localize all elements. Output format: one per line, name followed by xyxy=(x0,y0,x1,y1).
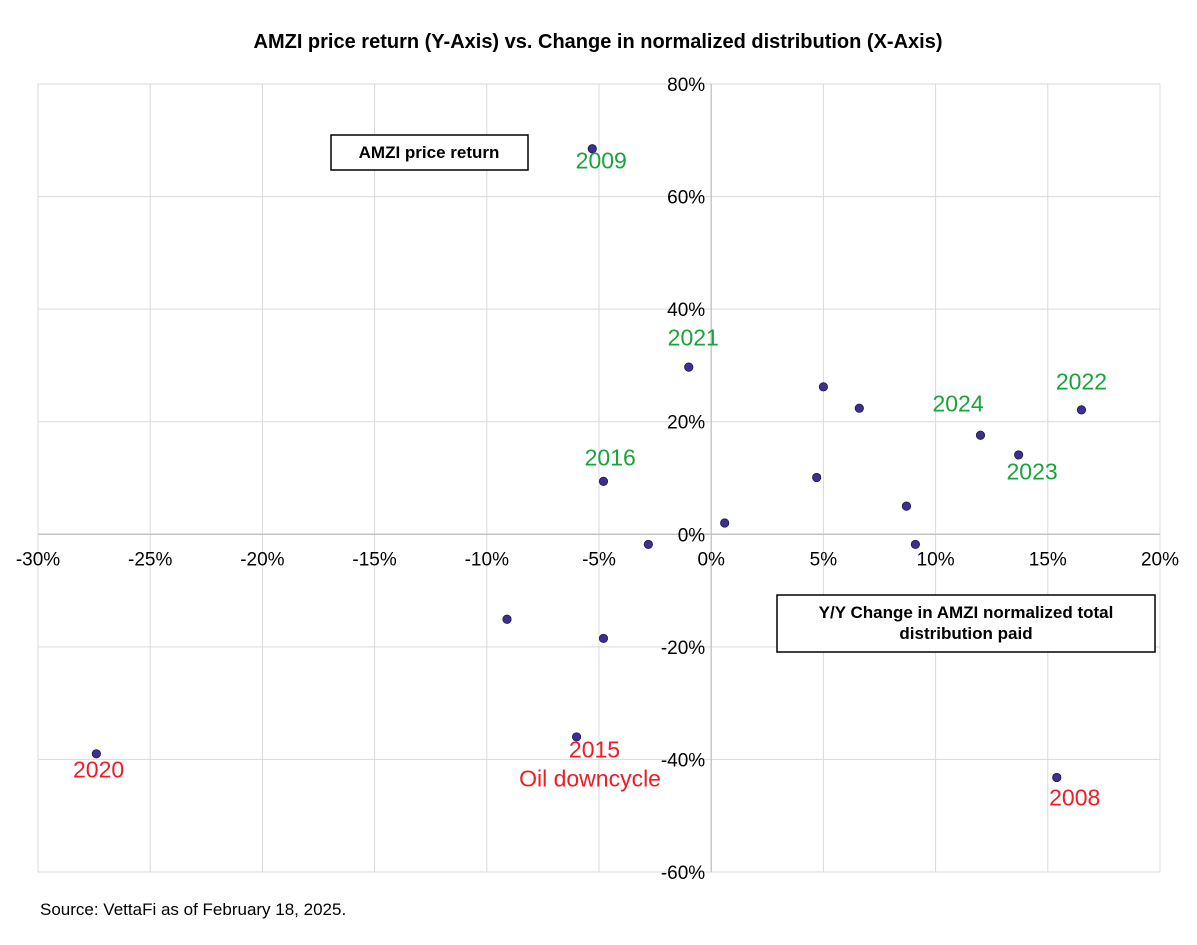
data-point xyxy=(818,382,829,392)
x-tick-label: 15% xyxy=(1029,549,1067,570)
annotation-label: 2021 xyxy=(668,325,719,351)
y-tick-label: 40% xyxy=(667,300,705,321)
annotation-label: Oil downcycle xyxy=(519,765,661,791)
annotation-label: 2016 xyxy=(585,445,636,471)
data-point xyxy=(854,403,864,413)
x-tick-label: 10% xyxy=(917,549,955,570)
x-tick-label: 20% xyxy=(1141,549,1179,570)
data-point xyxy=(587,144,597,154)
data-points xyxy=(91,144,1087,783)
data-point xyxy=(812,472,822,483)
data-point xyxy=(975,430,986,440)
data-point xyxy=(571,732,582,742)
y-tick-label: -60% xyxy=(661,863,705,884)
y-axis-label-box: AMZI price return xyxy=(330,134,529,171)
data-point xyxy=(1014,450,1024,460)
annotation-label: 2022 xyxy=(1056,369,1107,395)
x-tick-label: 5% xyxy=(810,549,838,570)
y-tick-labels: -60% -40% -20% 0% 20% 40% 60% 80% xyxy=(661,75,705,884)
data-point xyxy=(91,749,101,759)
x-tick-label: -10% xyxy=(465,549,509,570)
y-tick-label: 80% xyxy=(667,75,705,96)
x-tick-label: -25% xyxy=(128,549,172,570)
x-axis-label-line-2: distribution paid xyxy=(899,624,1032,643)
source-note: Source: VettaFi as of February 18, 2025. xyxy=(40,900,346,919)
data-point xyxy=(502,614,512,624)
data-point xyxy=(1052,772,1062,783)
x-tick-labels: -30% -25% -20% -15% -10% -5% 0% 5% 10% 15% 20% xyxy=(16,549,1179,570)
annotation-label: 2020 xyxy=(73,756,124,782)
data-point xyxy=(684,362,694,372)
x-axis-label-line-1: Y/Y Change in AMZI normalized total xyxy=(819,603,1114,622)
x-tick-label: -30% xyxy=(16,549,60,570)
annotation-label: 2008 xyxy=(1049,785,1100,811)
data-point xyxy=(643,539,653,550)
x-tick-label: -15% xyxy=(352,549,396,570)
x-tick-label: -5% xyxy=(582,549,616,570)
annotation-label: 2009 xyxy=(576,147,627,173)
data-point xyxy=(720,518,730,528)
y-tick-label: 60% xyxy=(667,188,705,209)
x-tick-label: -20% xyxy=(240,549,284,570)
y-tick-label: -20% xyxy=(661,638,705,659)
chart-title: AMZI price return (Y-Axis) vs. Change in… xyxy=(254,31,943,53)
y-tick-label: -40% xyxy=(661,750,705,771)
data-point xyxy=(910,539,921,550)
annotation-label: 2023 xyxy=(1007,459,1058,485)
data-point xyxy=(598,476,609,486)
x-tick-label: 0% xyxy=(697,549,725,570)
annotation-label: 2024 xyxy=(932,391,983,417)
annotation-label: 2015 xyxy=(569,737,620,763)
y-tick-label: 20% xyxy=(667,413,705,434)
data-point xyxy=(901,501,912,511)
plot-area-frame xyxy=(37,83,1161,873)
data-point xyxy=(598,633,609,644)
x-axis-label-box: Y/Y Change in AMZI normalized total dist… xyxy=(776,594,1156,653)
data-point xyxy=(1076,405,1087,415)
y-tick-label: 0% xyxy=(678,525,706,546)
y-axis-label: AMZI price return xyxy=(359,143,500,162)
axes xyxy=(38,84,1160,872)
